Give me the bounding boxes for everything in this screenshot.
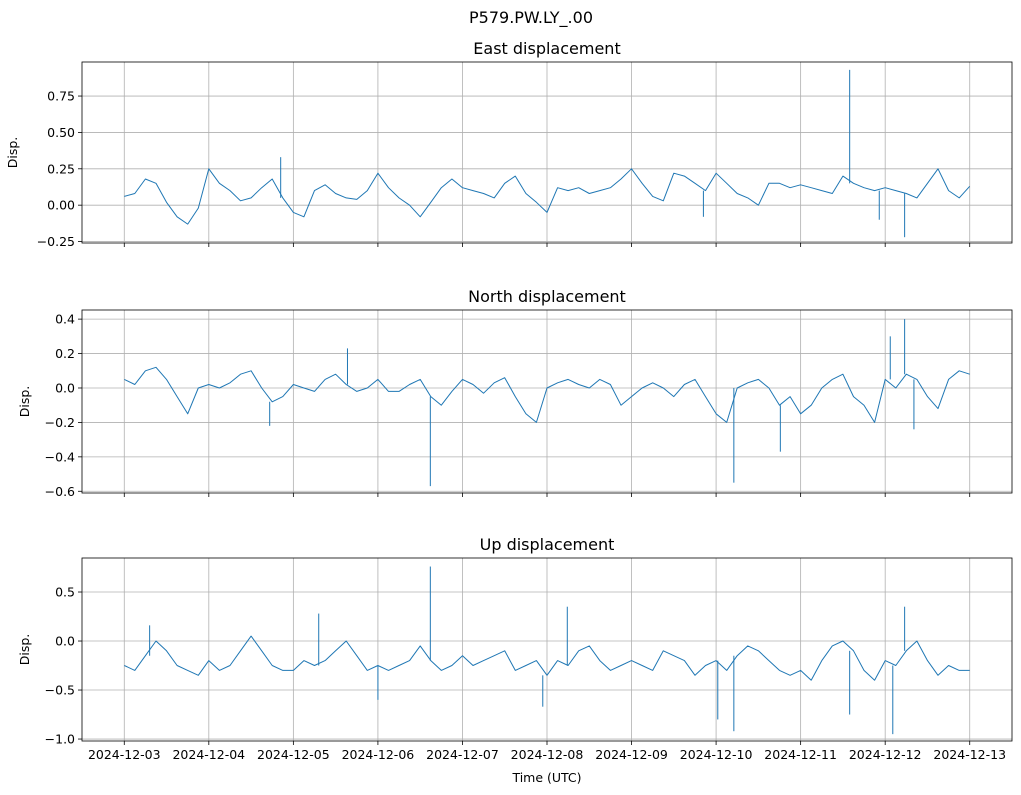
- panel-0: −0.25 0.00 0.25 0.50 0.75 East displacement Di…: [5, 39, 1013, 249]
- x-tick-label: 2024-12-07: [426, 747, 499, 762]
- y-axis-label: Disp.: [17, 386, 32, 418]
- y-tick-label: −0.5: [45, 683, 75, 698]
- y-tick-label: −0.25: [37, 234, 75, 249]
- panel-1: −0.6 −0.4 −0.2 0.0 0.2 0.4 North displacement D…: [17, 287, 1013, 499]
- y-tick-label: 0.75: [47, 89, 75, 104]
- panel-2: 2024-12-03 2024-12-04 2024-12-05 2024-12-06…: [17, 535, 1013, 762]
- y-tick-label: 0.25: [47, 161, 75, 176]
- x-tick-label: 2024-12-06: [342, 747, 415, 762]
- y-tick-label: 0.50: [47, 125, 75, 140]
- panel-title: Up displacement: [480, 535, 615, 554]
- x-tick-label: 2024-12-03: [88, 747, 161, 762]
- x-tick-label: 2024-12-12: [849, 747, 922, 762]
- y-axis-label: Disp.: [5, 137, 20, 169]
- series-line: [124, 366, 970, 423]
- panel-title: East displacement: [473, 39, 620, 58]
- y-tick-label: 0.0: [55, 380, 75, 395]
- x-tick-label: 2024-12-05: [257, 747, 330, 762]
- figure-suptitle: P579.PW.LY_.00: [469, 8, 593, 28]
- y-tick-label: 0.00: [47, 198, 75, 213]
- y-tick-label: −0.2: [45, 415, 75, 430]
- x-tick-label: 2024-12-04: [172, 747, 245, 762]
- y-tick-label: 0.2: [55, 346, 75, 361]
- x-tick-label: 2024-12-11: [764, 747, 837, 762]
- axes-frame: [81, 557, 1013, 742]
- y-axis-label: Disp.: [17, 634, 32, 666]
- series-line: [124, 635, 970, 681]
- x-tick-label: 2024-12-08: [511, 747, 584, 762]
- x-tick-label: 2024-12-13: [933, 747, 1006, 762]
- x-tick-label: 2024-12-09: [595, 747, 668, 762]
- y-tick-label: 0.0: [55, 634, 75, 649]
- x-axis-label: Time (UTC): [511, 770, 581, 785]
- y-tick-label: 0.4: [55, 312, 75, 327]
- panel-title: North displacement: [468, 287, 626, 306]
- x-tick-label: 2024-12-10: [680, 747, 753, 762]
- y-tick-label: −0.4: [45, 449, 75, 464]
- y-tick-label: −0.6: [45, 484, 75, 499]
- axes-frame: [81, 61, 1013, 244]
- y-tick-label: −1.0: [45, 732, 75, 747]
- axes-frame: [81, 309, 1013, 494]
- y-tick-label: 0.5: [55, 585, 75, 600]
- series-line: [124, 168, 971, 225]
